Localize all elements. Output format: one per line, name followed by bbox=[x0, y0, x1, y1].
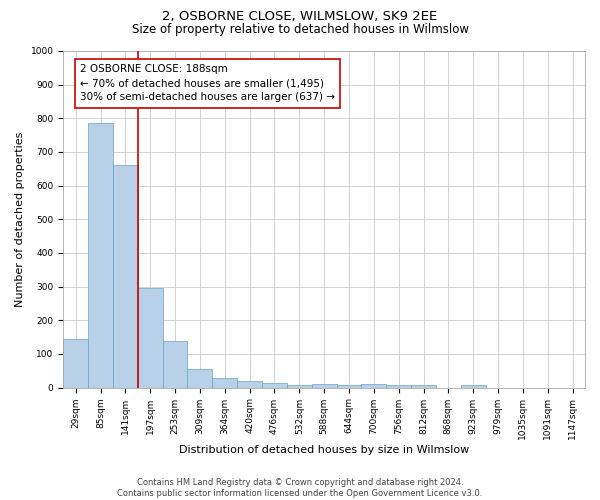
Text: Size of property relative to detached houses in Wilmslow: Size of property relative to detached ho… bbox=[131, 22, 469, 36]
Bar bbox=[163, 341, 187, 388]
Text: 2, OSBORNE CLOSE, WILMSLOW, SK9 2EE: 2, OSBORNE CLOSE, WILMSLOW, SK9 2EE bbox=[163, 10, 437, 23]
Bar bbox=[212, 378, 237, 388]
Bar bbox=[63, 340, 88, 388]
Bar bbox=[187, 369, 212, 388]
Text: Contains HM Land Registry data © Crown copyright and database right 2024.
Contai: Contains HM Land Registry data © Crown c… bbox=[118, 478, 482, 498]
Bar bbox=[461, 384, 485, 388]
Y-axis label: Number of detached properties: Number of detached properties bbox=[15, 132, 25, 307]
Bar bbox=[361, 384, 386, 388]
Bar bbox=[386, 384, 411, 388]
Bar bbox=[237, 381, 262, 388]
Text: 2 OSBORNE CLOSE: 188sqm
← 70% of detached houses are smaller (1,495)
30% of semi: 2 OSBORNE CLOSE: 188sqm ← 70% of detache… bbox=[80, 64, 335, 102]
Bar bbox=[262, 383, 287, 388]
Bar bbox=[113, 166, 138, 388]
Bar bbox=[138, 288, 163, 388]
Bar bbox=[88, 124, 113, 388]
Bar bbox=[312, 384, 337, 388]
Bar bbox=[337, 384, 361, 388]
Bar bbox=[287, 384, 312, 388]
X-axis label: Distribution of detached houses by size in Wilmslow: Distribution of detached houses by size … bbox=[179, 445, 469, 455]
Bar bbox=[411, 385, 436, 388]
